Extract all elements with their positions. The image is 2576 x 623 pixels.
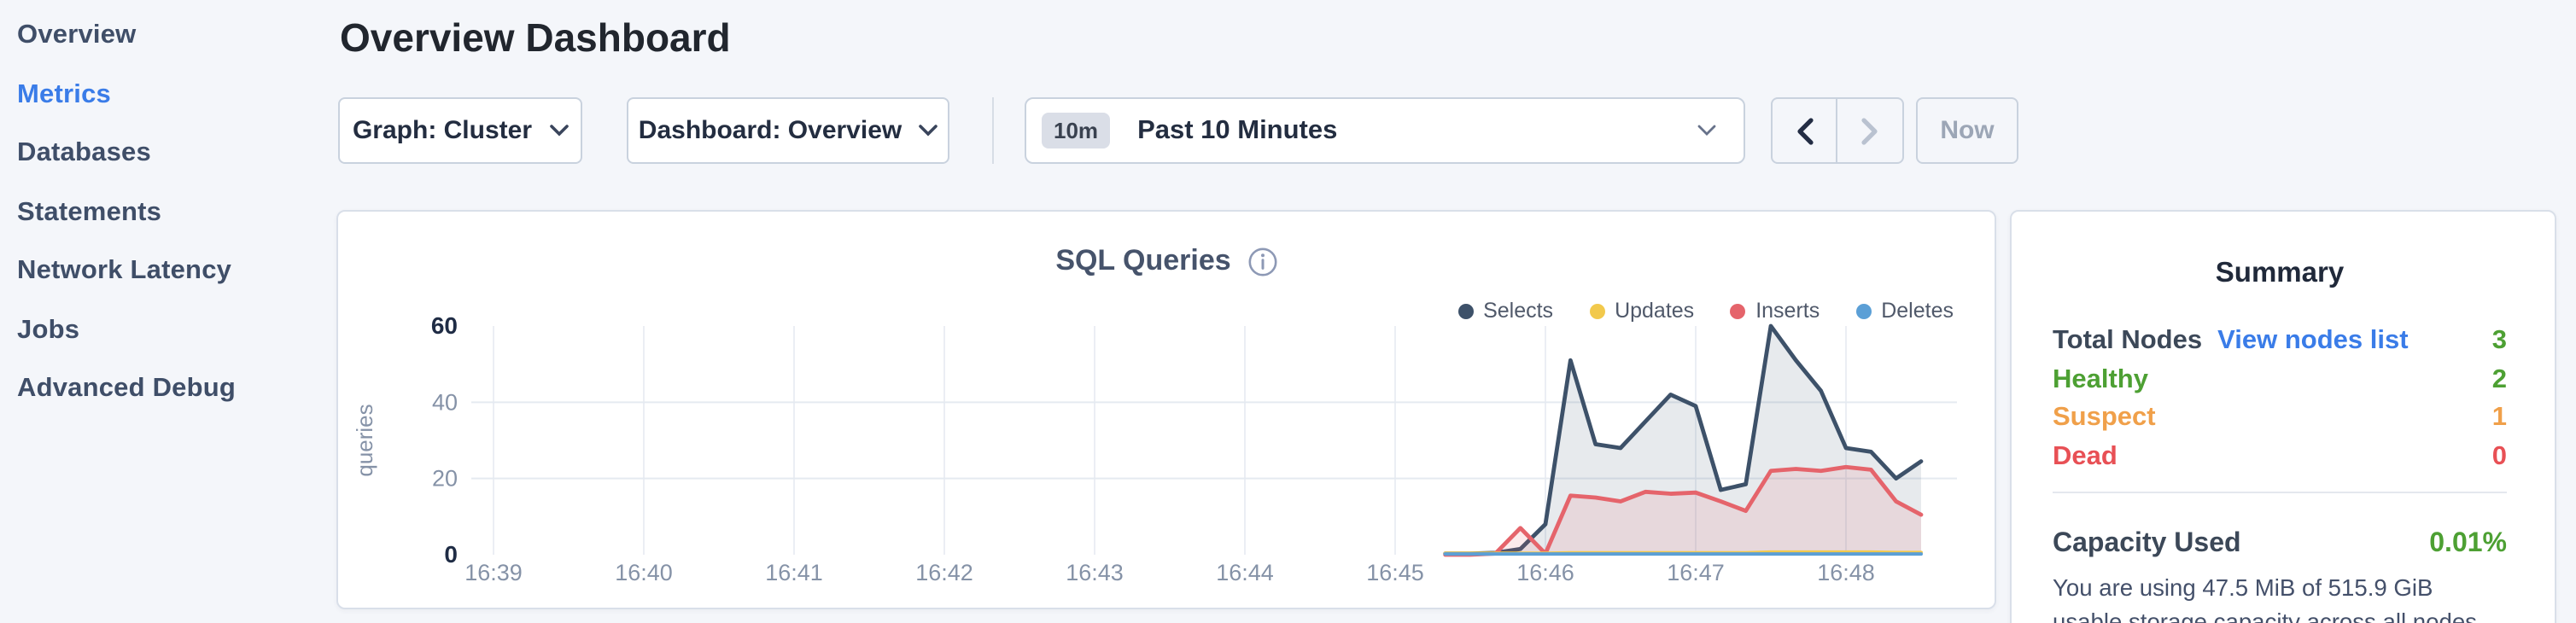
legend-item-selects[interactable]: Selects	[1457, 299, 1553, 323]
svg-text:16:48: 16:48	[1817, 560, 1875, 585]
time-step-buttons	[1771, 97, 1904, 164]
svg-text:40: 40	[432, 389, 458, 415]
sidebar-item-advanced-debug[interactable]: Advanced Debug	[17, 374, 237, 404]
svg-text:20: 20	[432, 466, 458, 492]
sidebar-item-metrics[interactable]: Metrics	[17, 79, 111, 109]
svg-text:16:39: 16:39	[464, 560, 523, 585]
svg-text:16:46: 16:46	[1516, 560, 1574, 585]
legend-dot-icon	[1855, 303, 1872, 318]
sql-queries-chart-card: SQL Queries Selects Updates Inserts Deletes…	[336, 210, 1996, 609]
svg-text:16:47: 16:47	[1667, 560, 1725, 585]
view-nodes-list-link[interactable]: View nodes list	[2217, 326, 2409, 356]
summary-row-value: 1	[2491, 403, 2507, 433]
info-icon[interactable]	[1248, 247, 1277, 276]
sidebar-item-statements[interactable]: Statements	[17, 197, 162, 227]
summary-row: Dead 0	[2053, 438, 2507, 476]
summary-panel: Summary Total Nodes View nodes list 3 Healt…	[2010, 210, 2556, 623]
time-back-button[interactable]	[1773, 99, 1837, 162]
graph-selector-dropdown[interactable]: Graph: Cluster	[338, 97, 582, 164]
svg-text:16:41: 16:41	[765, 560, 823, 585]
summary-row-label: Total Nodes	[2053, 326, 2203, 356]
time-window-badge: 10m	[1042, 113, 1111, 148]
chevron-down-icon	[1697, 125, 1716, 136]
summary-row-value: 2	[2491, 364, 2507, 394]
toolbar-divider	[992, 97, 994, 164]
chevron-down-icon	[549, 125, 568, 137]
chevron-right-icon	[1861, 117, 1878, 144]
capacity-used-value: 0.01%	[2429, 529, 2507, 558]
chevron-down-icon	[919, 125, 938, 137]
page-title: Overview Dashboard	[340, 15, 731, 60]
summary-row-label: Suspect	[2053, 403, 2156, 433]
svg-text:16:40: 16:40	[615, 560, 673, 585]
time-forward-button[interactable]	[1837, 99, 1902, 162]
legend-dot-icon	[1730, 303, 1746, 318]
summary-row-value: 0	[2491, 441, 2507, 471]
sidebar-item-databases[interactable]: Databases	[17, 138, 151, 168]
summary-row: Suspect 1	[2053, 399, 2507, 438]
svg-text:16:44: 16:44	[1216, 560, 1274, 585]
time-window-label: Past 10 Minutes	[1137, 115, 1338, 144]
summary-divider	[2053, 492, 2507, 493]
sidebar-item-overview[interactable]: Overview	[17, 20, 137, 50]
summary-row-label: Healthy	[2053, 364, 2148, 394]
sql-queries-plot[interactable]: 16:39 16:40 16:41 16:42 16:43 16:44 16:45 16:46…	[338, 212, 1998, 611]
capacity-used-label: Capacity Used	[2053, 529, 2241, 558]
dashboard-selector-dropdown[interactable]: Dashboard: Overview	[627, 97, 949, 164]
legend-item-updates[interactable]: Updates	[1589, 299, 1694, 323]
svg-text:16:45: 16:45	[1366, 560, 1424, 585]
sidebar-item-network-latency[interactable]: Network Latency	[17, 256, 232, 286]
svg-text:0: 0	[444, 541, 458, 568]
legend-label: Updates	[1615, 299, 1695, 323]
svg-text:16:43: 16:43	[1066, 560, 1124, 585]
summary-row-label: Dead	[2053, 441, 2117, 471]
now-button[interactable]: Now	[1916, 97, 2018, 164]
legend-label: Inserts	[1755, 299, 1820, 323]
legend-label: Selects	[1483, 299, 1554, 323]
summary-title: Summary	[2215, 258, 2345, 288]
chart-legend: Selects Updates Inserts Deletes	[1457, 299, 1954, 323]
capacity-description: You are using 47.5 MiB of 515.9 GiB usab…	[2053, 575, 2484, 623]
sidebar-nav: Overview Metrics Databases Statements Networ…	[0, 0, 336, 623]
legend-item-deletes[interactable]: Deletes	[1855, 299, 1954, 323]
time-window-dropdown[interactable]: 10m Past 10 Minutes	[1025, 97, 1745, 164]
summary-row: Healthy 2	[2053, 361, 2507, 399]
sidebar-item-jobs[interactable]: Jobs	[17, 315, 80, 345]
graph-selector-label: Graph: Cluster	[352, 116, 532, 145]
summary-row: Total Nodes View nodes list 3	[2053, 323, 2507, 361]
legend-label: Deletes	[1881, 299, 1954, 323]
legend-item-inserts[interactable]: Inserts	[1730, 299, 1820, 323]
svg-text:60: 60	[431, 312, 458, 339]
legend-dot-icon	[1589, 303, 1605, 318]
chevron-left-icon	[1796, 117, 1813, 144]
svg-text:16:42: 16:42	[915, 560, 973, 585]
svg-text:queries: queries	[352, 404, 377, 476]
chart-title: SQL Queries	[1055, 244, 1231, 277]
summary-row-value: 3	[2491, 326, 2507, 356]
dashboard-selector-label: Dashboard: Overview	[638, 116, 902, 145]
legend-dot-icon	[1457, 303, 1474, 318]
